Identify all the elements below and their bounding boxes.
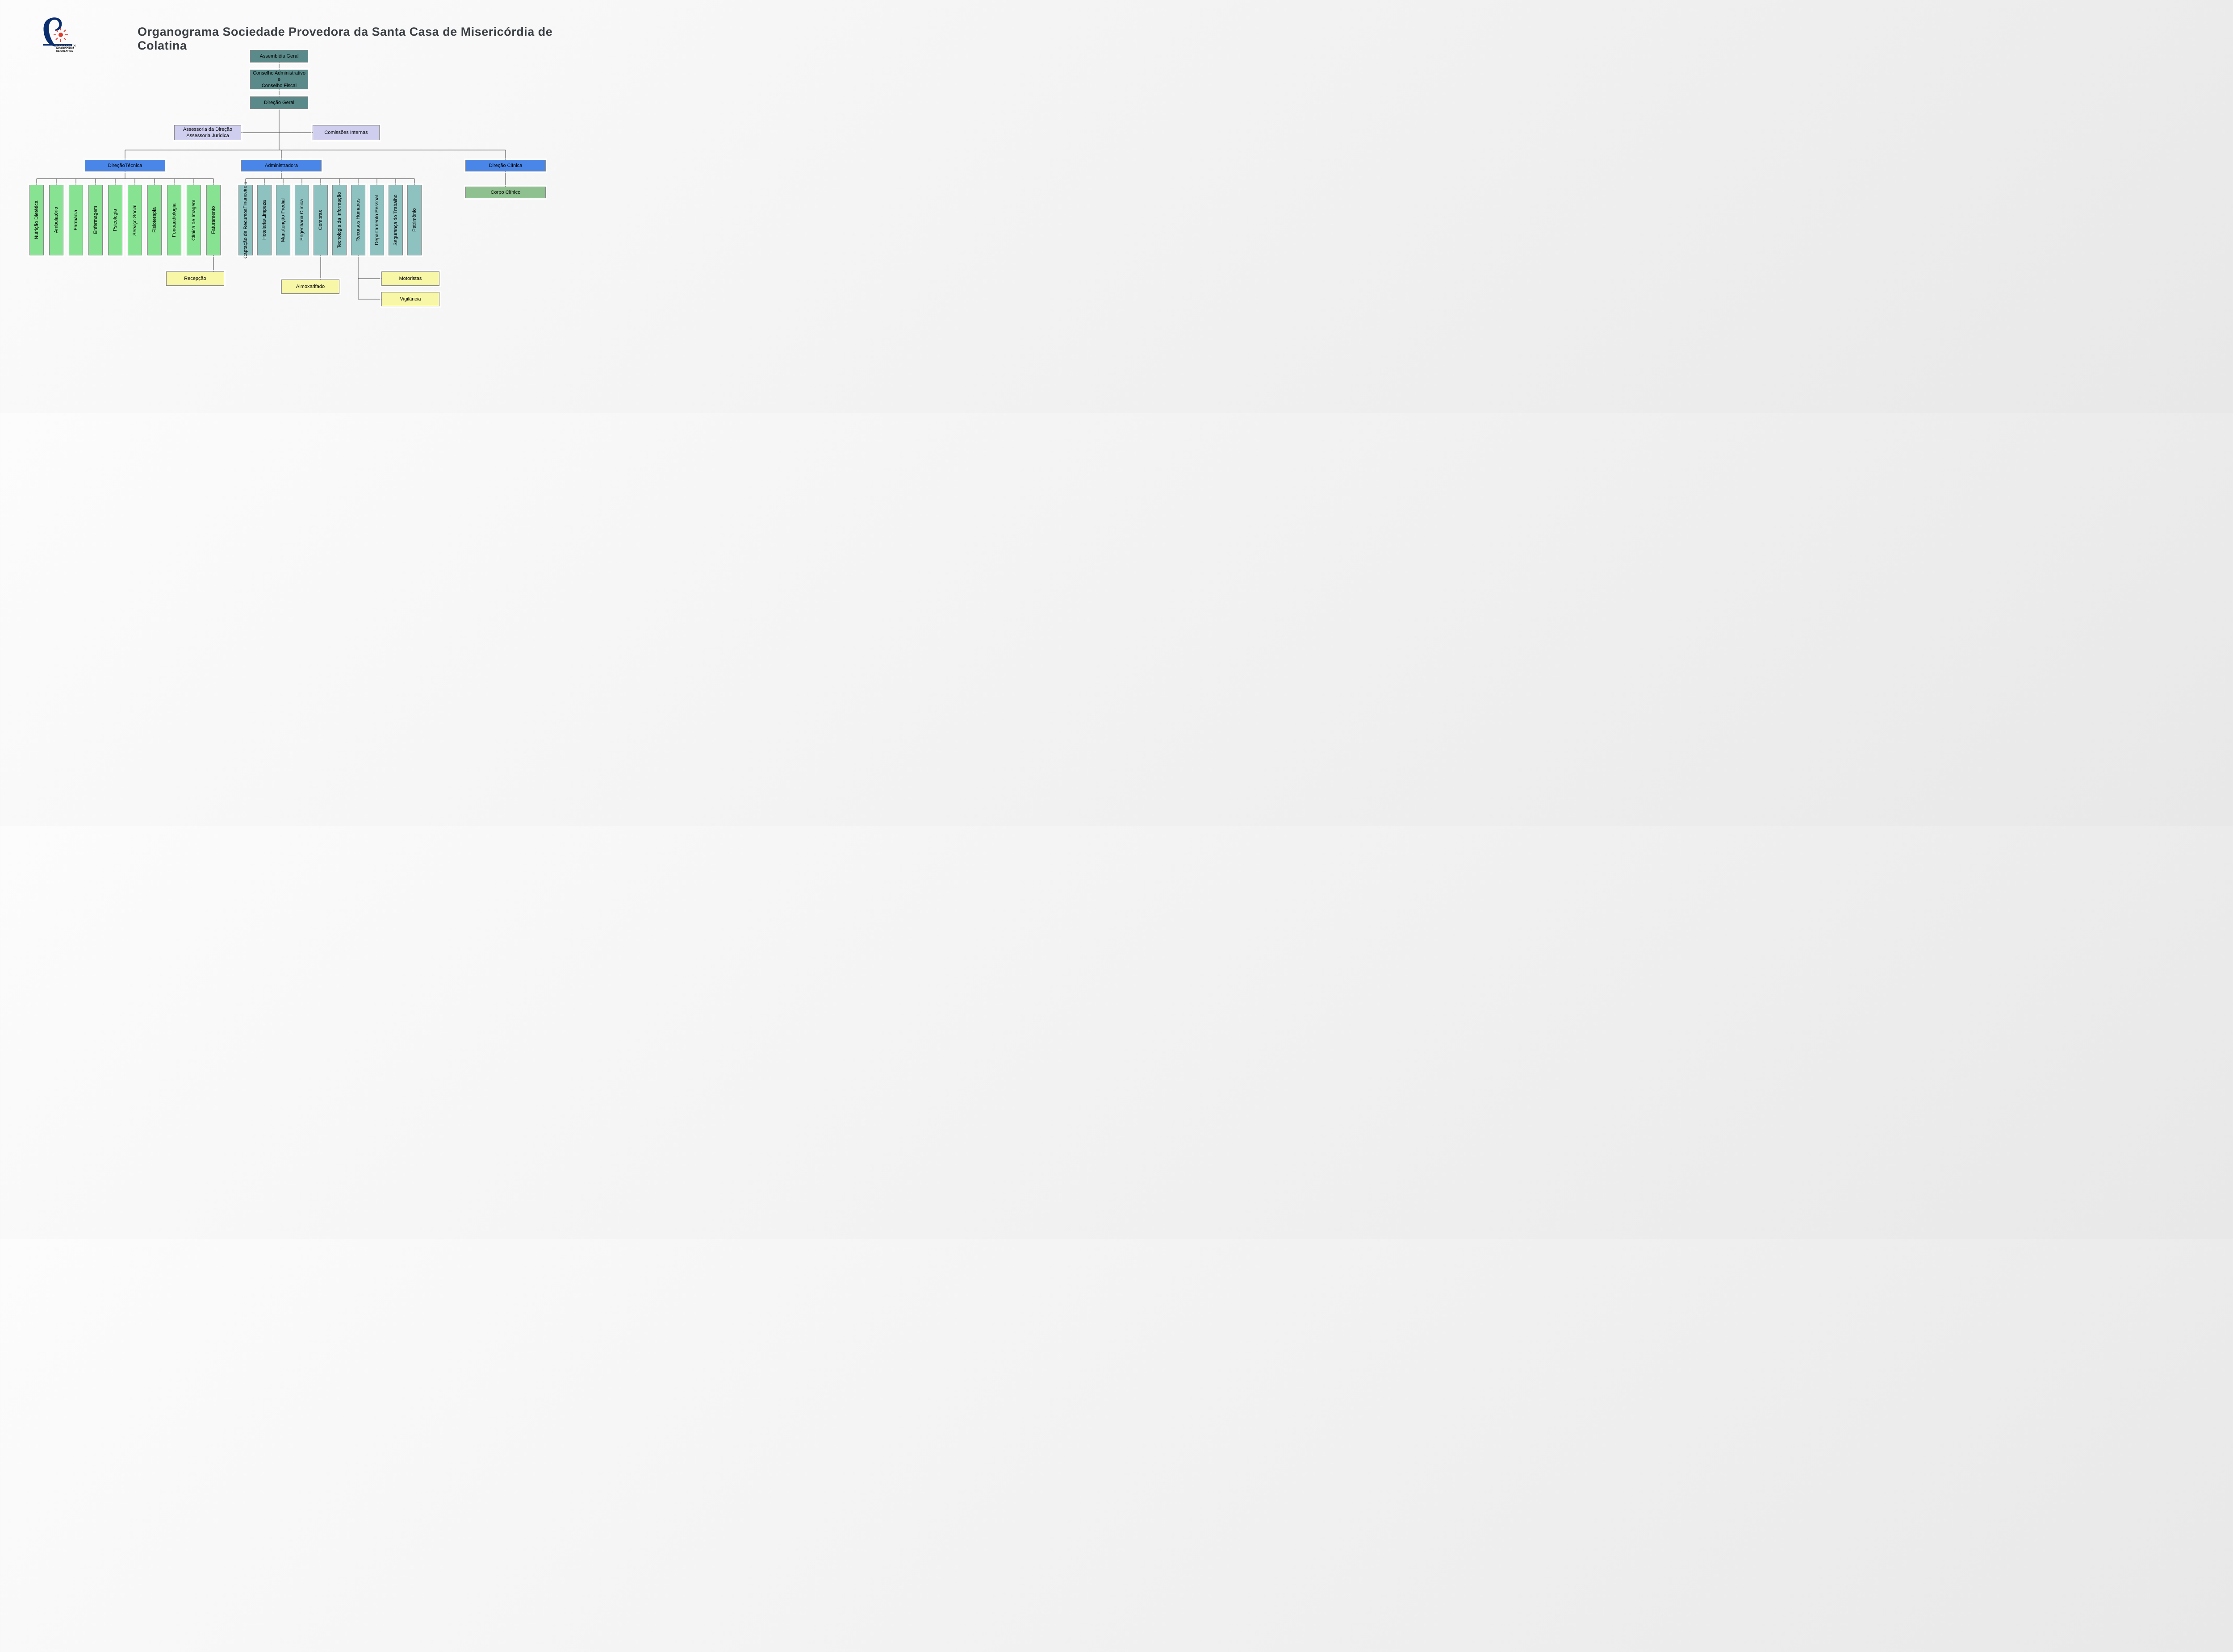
node-administradora: Administradora	[241, 160, 322, 171]
admin-item-9: Patrimônio	[407, 185, 422, 255]
node-assessoria: Assessoria da Direção Assessoria Jurídic…	[174, 125, 241, 140]
node-dir_tecnica: DireçãoTécnica	[85, 160, 165, 171]
node-vigilancia: Vigilância	[381, 292, 439, 306]
node-comissoes: Comissões Internas	[313, 125, 380, 140]
admin-item-8: Segurança do Trabalho	[389, 185, 403, 255]
admin-item-6: Recursos Humanos	[351, 185, 365, 255]
admin-item-7: Departamento Pessoal	[370, 185, 384, 255]
node-almoxarifado: Almoxarifado	[281, 280, 339, 294]
admin-item-2: Manutenção Predial	[276, 185, 290, 255]
admin-item-1: Hotelaria/Limpeza	[257, 185, 272, 255]
admin-item-0: Captação de RecursosFinanceiro e	[238, 185, 253, 255]
tecnica-item-5: Serviço Social	[128, 185, 142, 255]
tecnica-item-4: Psicologia	[108, 185, 122, 255]
tecnica-item-8: Clínica de Imagem	[187, 185, 201, 255]
page-title: Organograma Sociedade Provedora da Santa…	[138, 25, 597, 53]
admin-item-4: Compras	[314, 185, 328, 255]
tecnica-item-6: Fisioterapia	[147, 185, 162, 255]
node-recepcao: Recepção	[166, 271, 224, 286]
node-assembleia: Assembléia Geral	[250, 50, 308, 63]
logo: SANTA CASA DE MISERICÓRDIA DE COLATINA	[37, 17, 79, 57]
tecnica-item-9: Faturamento	[206, 185, 221, 255]
admin-item-3: Engenharia Clínica	[295, 185, 309, 255]
tecnica-item-2: Farmácia	[69, 185, 83, 255]
tecnica-item-3: Enfermagem	[88, 185, 103, 255]
node-dir_clinica: Direção Clínica	[465, 160, 546, 171]
node-motoristas: Motoristas	[381, 271, 439, 286]
tecnica-item-7: Fonoaudiologia	[167, 185, 181, 255]
logo-caption-3: DE COLATINA	[56, 50, 76, 53]
tecnica-item-0: Nutrição Dietética	[29, 185, 44, 255]
tecnica-item-1: Ambulatório	[49, 185, 63, 255]
admin-item-5: Tecnologia da Informação	[332, 185, 347, 255]
node-conselho: Conselho Administrativo e Conselho Fisca…	[250, 70, 308, 89]
node-corpo_clinico: Corpo Clínico	[465, 187, 546, 198]
node-direcao_geral: Direção Geral	[250, 96, 308, 109]
